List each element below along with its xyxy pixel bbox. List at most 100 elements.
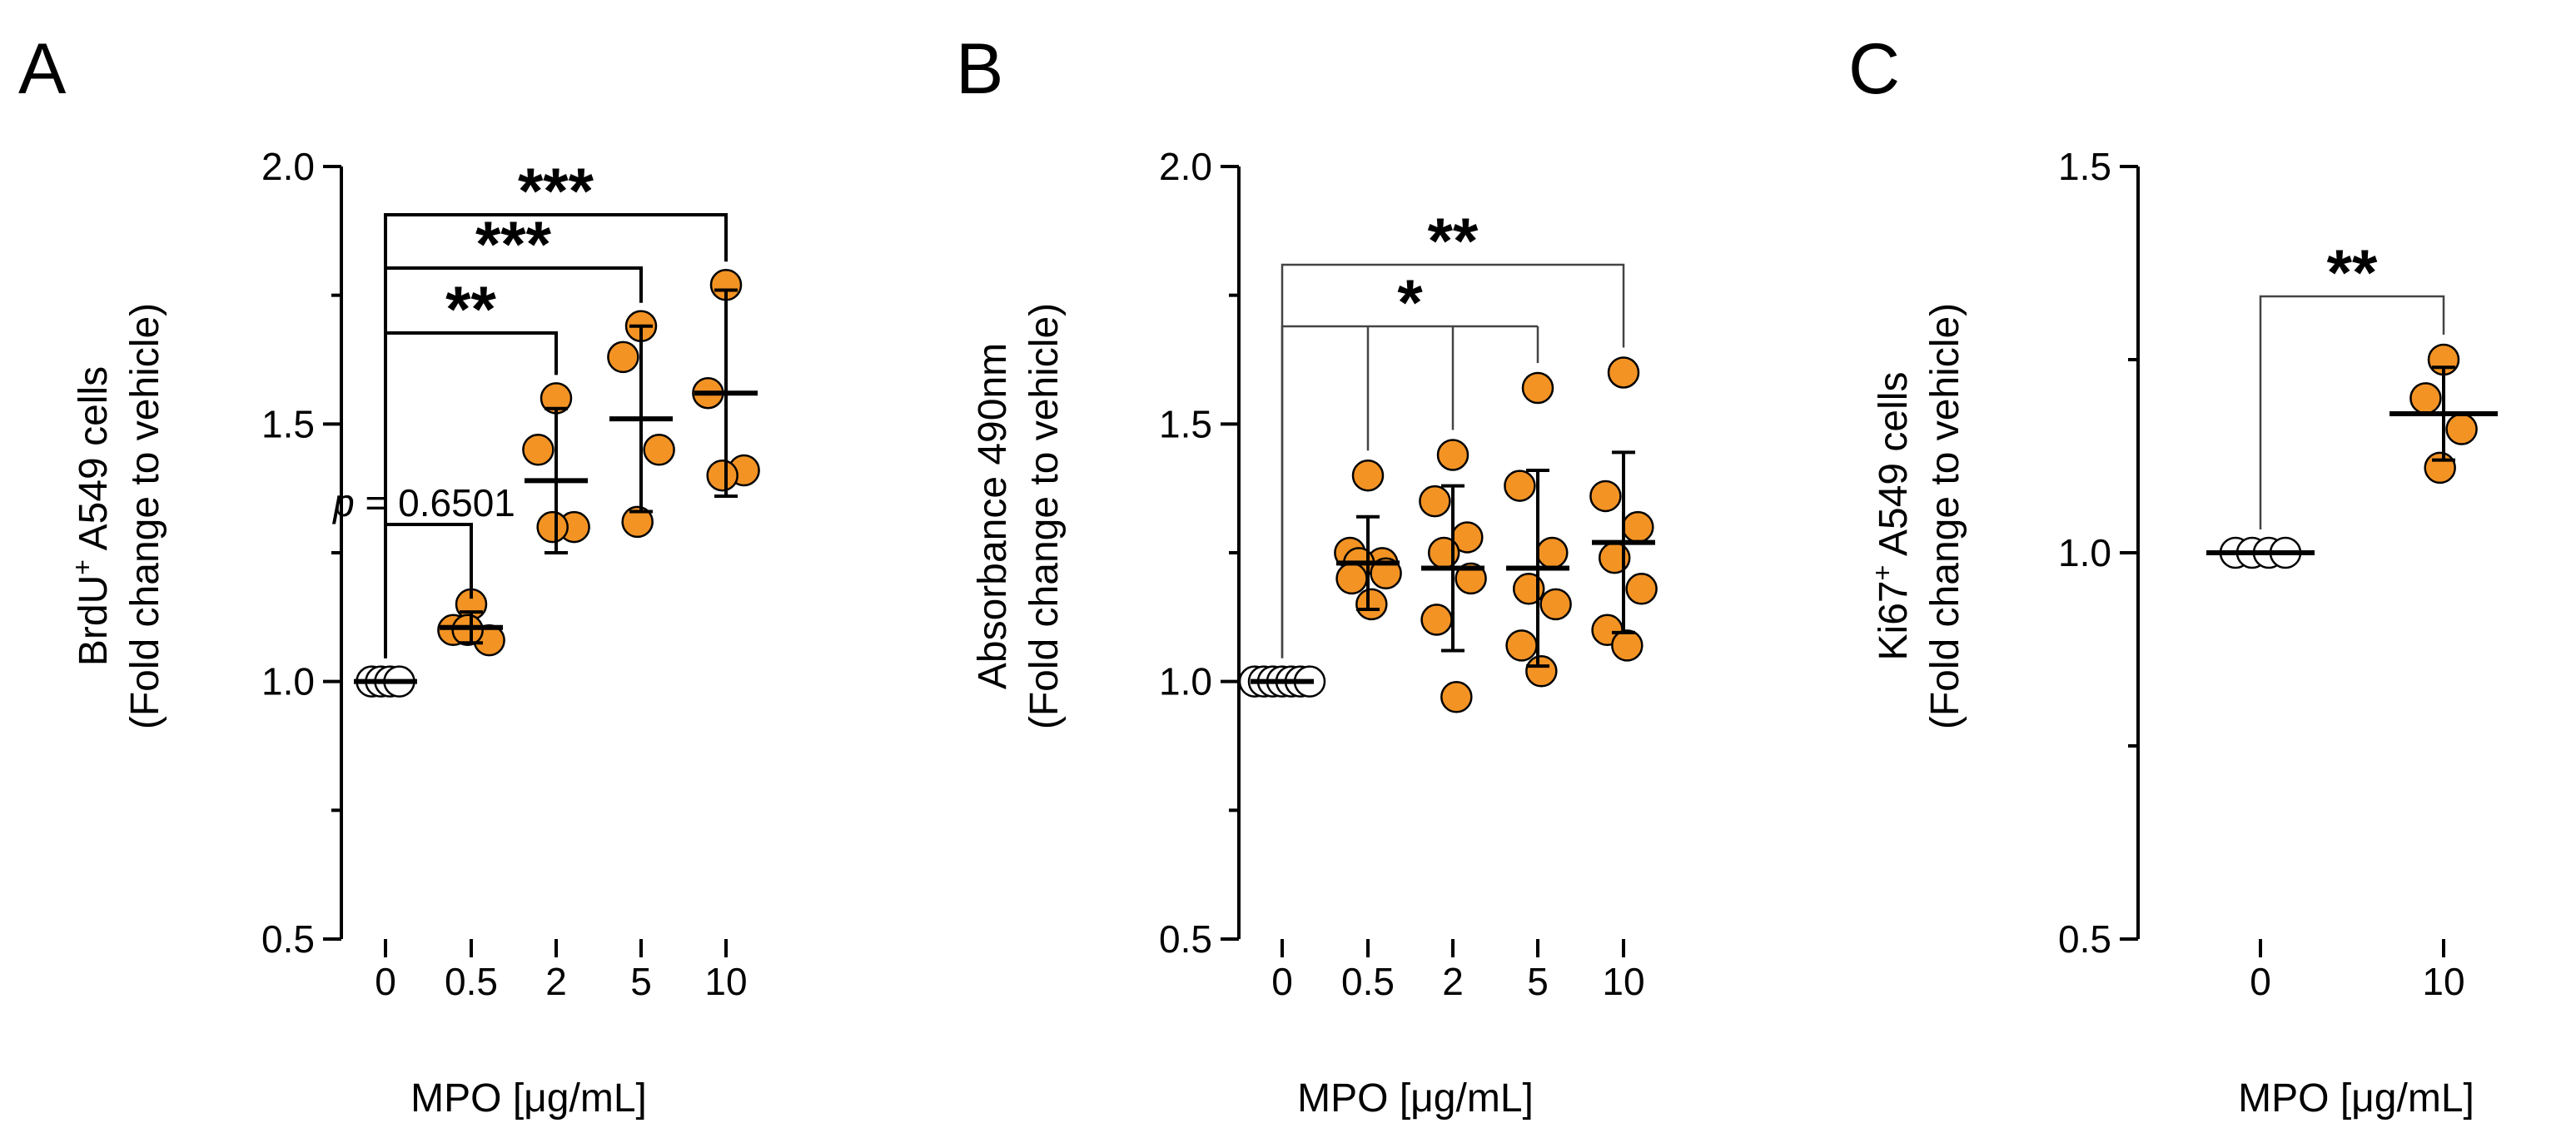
panel-c-ytick-label: 0.5: [2058, 917, 2111, 961]
panel-a-ylabel-line1-rest: A549 cells: [72, 366, 116, 559]
panel-a-data-point: [536, 510, 569, 544]
panel-c-significance-0: **: [2259, 236, 2445, 529]
panel-a-bracket: [384, 523, 473, 658]
panel-a-ylabel-line2: (Fold change to vehicle): [123, 303, 167, 729]
panel-a-ytick-label: 1.0: [261, 660, 315, 703]
panel-c-xtick-label: 10: [2422, 960, 2464, 1003]
panel-c-data-point: [2409, 382, 2442, 415]
panel-b-data-point: [1607, 356, 1640, 389]
panel-b-ytick-label: 0.5: [1159, 917, 1212, 961]
panel-a-significance-2: **: [384, 272, 558, 658]
panel-c-chart: C Ki67+ A549 cells (Fold change to vehic…: [1848, 29, 2498, 1121]
panel-b-xtick-label: 0: [1271, 960, 1293, 1003]
panel-b-xtick-label: 0.5: [1341, 960, 1395, 1003]
panel-c-xtick-label: 0: [2250, 960, 2271, 1003]
panel-b-series-0_5: [1334, 459, 1402, 621]
panel-a-xtick-label: 0: [375, 960, 396, 1003]
panel-b-data-point: [1521, 371, 1554, 405]
panel-c-data-point: [2424, 451, 2456, 485]
panel-b-ytick-label: 2.0: [1159, 145, 1212, 188]
panel-c-significance-stars: **: [2327, 236, 2378, 309]
panel-c-label: C: [1848, 29, 1900, 109]
panel-c-series-10: [2390, 343, 2498, 485]
panel-a-series-2: [522, 382, 590, 554]
panel-a-significance-1: ***: [384, 207, 643, 658]
panel-a-significance-stars: ***: [475, 207, 552, 281]
panel-a-ylabel: BrdU+ A549 cells (Fold change to vehicle…: [67, 303, 167, 729]
panel-a-significance-3: p = 0.6501: [331, 481, 515, 658]
panel-a-ylabel-sup: +: [67, 559, 97, 575]
panel-b-data-point: [1625, 573, 1658, 605]
panel-a-data-point: [451, 614, 484, 647]
panel-a-bracket: [384, 266, 643, 658]
panel-a-xtick-label: 2: [545, 960, 567, 1003]
panel-b-significance-stars: **: [1428, 204, 1479, 277]
panel-a-ylabel-line1: BrdU: [72, 575, 116, 666]
panel-a-series-5: [607, 310, 675, 539]
panel-a-series-10: [692, 269, 760, 498]
panel-b-xtick-label: 2: [1442, 960, 1464, 1003]
panel-b-data-point: [1622, 510, 1654, 544]
panel-c-ylabel-line1-rest: A549 cells: [1872, 372, 1916, 565]
panel-b-series-0: [1238, 665, 1326, 698]
panel-b-ylabel-line2: (Fold change to vehicle): [1022, 303, 1067, 729]
panel-b-bracket: [1281, 325, 1538, 658]
panel-b-data-point: [1355, 588, 1388, 621]
svg-text:Ki67+ A549 cells: Ki67+ A549 cells: [1867, 372, 1916, 661]
panel-b-ytick-label: 1.0: [1159, 660, 1212, 703]
panel-c-ylabel-line1: Ki67: [1872, 580, 1916, 660]
panel-a-chart: A BrdU+ A549 cells (Fold change to vehic…: [18, 29, 760, 1121]
panel-b-xtick-label: 10: [1602, 960, 1644, 1003]
panel-a-xlabel: MPO [μg/mL]: [410, 1076, 647, 1121]
panel-b-series-2: [1419, 439, 1487, 713]
panel-b-data-point: [1589, 480, 1622, 513]
panel-b-data-point: [1440, 680, 1473, 713]
panel-c-ylabel-sup: +: [1867, 565, 1897, 581]
panel-b-ylabel: Absorbance 490nm (Fold change to vehicle…: [971, 303, 1067, 729]
panel-b-data-point: [1539, 588, 1572, 621]
panel-b-series-5: [1504, 371, 1572, 688]
panel-c-xlabel: MPO [μg/mL]: [2238, 1076, 2474, 1121]
panel-c-data-point: [2445, 413, 2478, 445]
panel-b-data-point: [1436, 439, 1470, 471]
panel-c-ytick-label: 1.5: [2058, 145, 2111, 188]
panel-b-data-point: [1335, 562, 1368, 595]
panel-a-xtick-label: 5: [630, 960, 652, 1003]
panel-b-ytick-label: 1.5: [1159, 402, 1212, 445]
panel-c-ytick-label: 1.0: [2058, 531, 2111, 574]
panel-b-ylabel-line1: Absorbance 490nm: [971, 343, 1015, 689]
panel-a-ytick-label: 1.5: [261, 402, 315, 445]
panel-b-data-point: [1455, 562, 1487, 595]
panel-b-data-point: [1536, 536, 1569, 569]
panel-b-data-point: [1370, 557, 1402, 589]
panel-c-ylabel-line2: (Fold change to vehicle): [1923, 303, 1967, 729]
panel-a-xtick-label: 10: [704, 960, 747, 1003]
panel-b-significance-stars: *: [1397, 266, 1423, 339]
panel-a-data-point: [706, 459, 738, 492]
panel-b-significance-1: *: [1281, 266, 1539, 658]
panel-b-label: B: [956, 29, 1003, 109]
panel-a-data-point: [621, 505, 654, 539]
panel-a-data-point: [607, 340, 639, 374]
panel-b-data-point: [1611, 629, 1644, 662]
panel-b-data-point: [1419, 485, 1451, 518]
panel-c-series-0: [2206, 536, 2315, 569]
panel-b-xlabel: MPO [μg/mL]: [1297, 1076, 1534, 1121]
panel-a-p-value: p = 0.6501: [331, 481, 515, 524]
panel-b-data-point: [1525, 655, 1558, 688]
panel-a-label: A: [18, 29, 67, 109]
panel-a-bracket: [384, 331, 558, 658]
panel-b-data-point: [1504, 470, 1536, 502]
panel-a-series-0: [354, 665, 417, 698]
svg-text:BrdU+ A549 cells: BrdU+ A549 cells: [67, 366, 116, 666]
panel-c-ylabel: Ki67+ A549 cells (Fold change to vehicle…: [1867, 303, 1967, 729]
panel-a-data-point: [643, 434, 675, 466]
panel-a-ytick-label: 2.0: [261, 145, 315, 188]
panel-b-data-point: [1351, 459, 1385, 492]
panel-b-data-point: [1505, 629, 1538, 662]
panel-a-xtick-label: 0.5: [445, 960, 498, 1003]
panel-b-series-10: [1589, 356, 1658, 662]
panel-c-bracket: [2259, 295, 2445, 529]
panel-a-data-point: [522, 434, 554, 466]
